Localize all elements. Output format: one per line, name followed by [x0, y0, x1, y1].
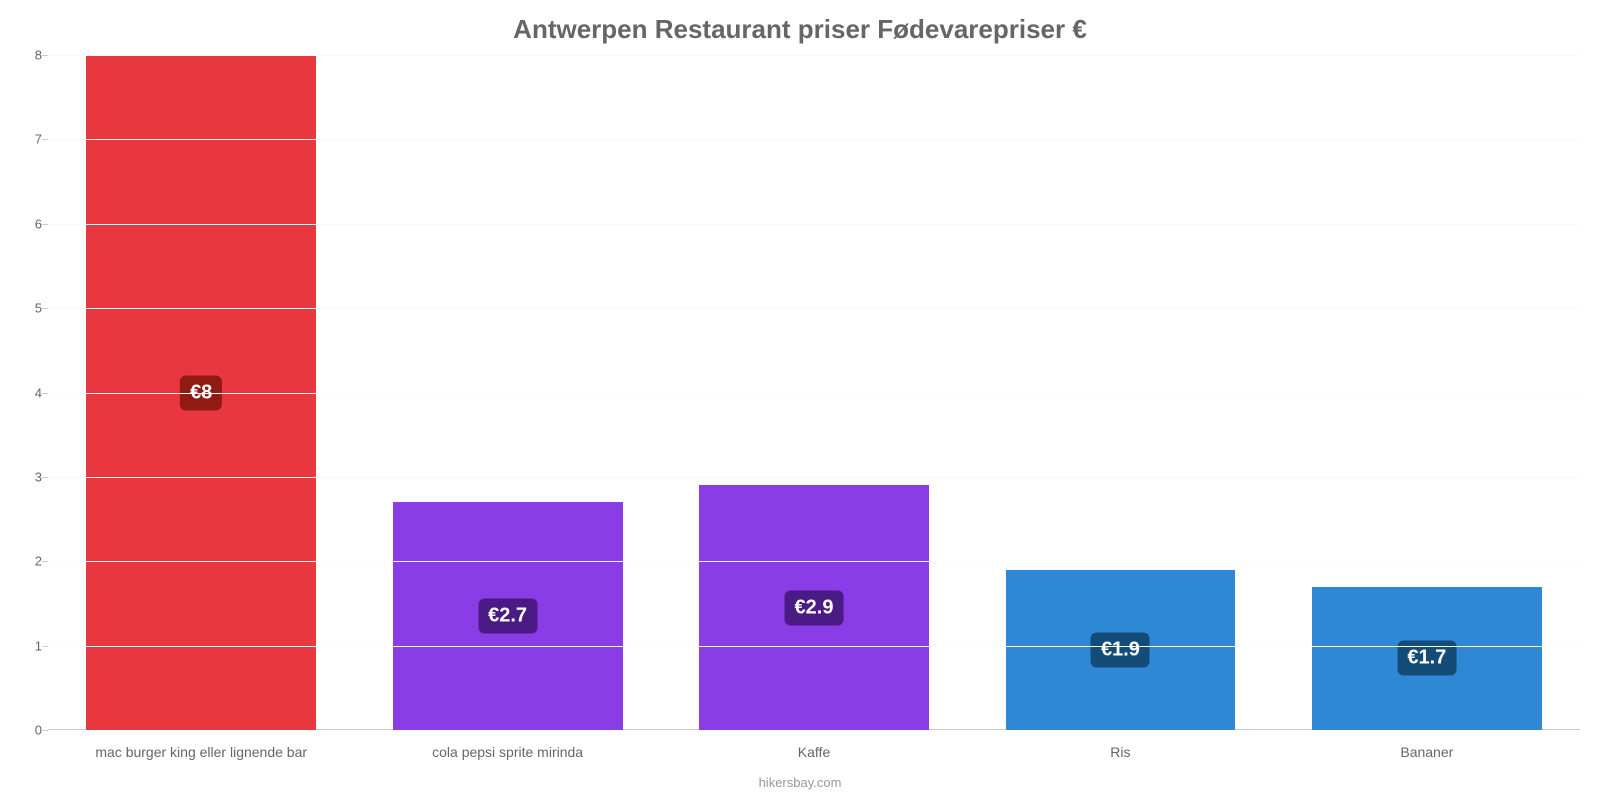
y-tick-label: 7	[20, 132, 42, 147]
y-tick-label: 0	[20, 723, 42, 738]
y-tick-mark	[42, 561, 48, 562]
y-tick-mark	[42, 224, 48, 225]
y-tick-label: 2	[20, 554, 42, 569]
plot-area: €8€2.7€2.9€1.9€1.7 012345678	[48, 55, 1580, 730]
x-tick-label: mac burger king eller lignende bar	[48, 744, 354, 760]
x-tick-label: Kaffe	[661, 744, 967, 760]
x-axis-labels: mac burger king eller lignende barcola p…	[48, 744, 1580, 760]
y-tick-mark	[42, 730, 48, 731]
bar-value-label: €1.9	[1091, 632, 1150, 667]
chart-title: Antwerpen Restaurant priser Fødevarepris…	[0, 0, 1600, 45]
y-tick-label: 5	[20, 301, 42, 316]
x-tick-label: cola pepsi sprite mirinda	[354, 744, 660, 760]
y-tick-label: 1	[20, 638, 42, 653]
gridline	[48, 477, 1580, 478]
y-tick-label: 6	[20, 216, 42, 231]
y-tick-label: 3	[20, 469, 42, 484]
bar-value-label: €2.9	[785, 590, 844, 625]
gridline	[48, 139, 1580, 140]
gridline	[48, 393, 1580, 394]
y-tick-mark	[42, 55, 48, 56]
y-tick-mark	[42, 477, 48, 478]
y-tick-mark	[42, 393, 48, 394]
y-tick-mark	[42, 646, 48, 647]
y-tick-label: 8	[20, 48, 42, 63]
source-attribution: hikersbay.com	[0, 775, 1600, 790]
y-tick-mark	[42, 139, 48, 140]
gridline	[48, 55, 1580, 56]
gridline	[48, 561, 1580, 562]
y-tick-label: 4	[20, 385, 42, 400]
gridline	[48, 308, 1580, 309]
bar: €1.9	[1006, 570, 1236, 730]
x-tick-label: Bananer	[1274, 744, 1580, 760]
x-tick-label: Ris	[967, 744, 1273, 760]
gridline	[48, 224, 1580, 225]
gridline	[48, 646, 1580, 647]
y-tick-mark	[42, 308, 48, 309]
bar: €2.7	[393, 502, 623, 730]
bar: €2.9	[699, 485, 929, 730]
bar-value-label: €2.7	[478, 599, 537, 634]
bar: €1.7	[1312, 587, 1542, 730]
